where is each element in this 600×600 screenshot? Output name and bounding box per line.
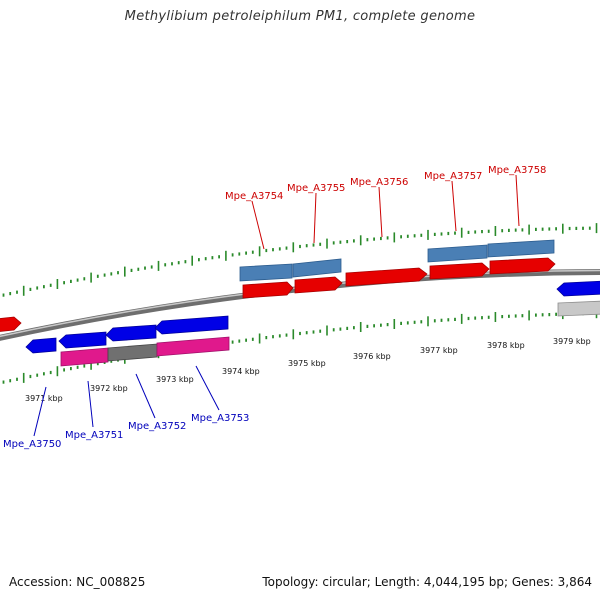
kbp-label: 3973 kbp [156,375,194,384]
forward-gene-track [0,257,556,332]
gene-arrow[interactable] [242,281,294,299]
leader-line [515,174,520,227]
forward-gene-labels: Mpe_A3754 Mpe_A3755 Mpe_A3756 Mpe_A3757 … [225,165,546,250]
gene-arrow[interactable] [345,267,428,287]
kbp-label: 3976 kbp [353,352,391,361]
gene-arrow[interactable] [294,276,343,294]
reverse-gene-track [25,280,600,354]
reverse-gene-labels: Mpe_A3750 Mpe_A3751 Mpe_A3752 Mpe_A3753 [3,365,249,450]
reverse-feature-track [60,300,600,367]
feature-block[interactable] [487,239,555,258]
gene-arrow[interactable] [58,331,107,349]
gene-label-mpe-a3751[interactable]: Mpe_A3751 [65,430,123,441]
upper-tick-track [2,223,598,297]
kbp-label: 3974 kbp [222,367,260,376]
gene-label-mpe-a3750[interactable]: Mpe_A3750 [3,439,61,450]
kbp-label: 3975 kbp [288,359,326,368]
genome-title: Methylibium petroleiphilum PM1, complete… [124,9,476,24]
leader-line [451,180,457,232]
gene-label-mpe-a3753[interactable]: Mpe_A3753 [191,413,249,424]
forward-feature-track [239,239,555,282]
kbp-label: 3972 kbp [90,384,128,393]
feature-block[interactable] [60,347,109,367]
feature-block[interactable] [239,263,293,282]
gene-arrow[interactable] [154,315,229,335]
gene-label-mpe-a3756[interactable]: Mpe_A3756 [350,177,408,188]
kbp-label: 3978 kbp [487,341,525,350]
leader-line [135,373,156,419]
gene-arrow[interactable] [105,324,157,342]
gene-arrow[interactable] [556,280,600,297]
gene-label-mpe-a3758[interactable]: Mpe_A3758 [488,165,546,176]
gene-arrow[interactable] [25,337,57,354]
kbp-label: 3971 kbp [25,394,63,403]
kbp-label: 3979 kbp [553,337,591,346]
kbp-scale: 3971 kbp 3972 kbp 3973 kbp 3974 kbp 3975… [25,337,591,403]
gene-label-mpe-a3755[interactable]: Mpe_A3755 [287,183,345,194]
feature-block[interactable] [557,300,600,317]
feature-block[interactable] [427,244,488,263]
genome-summary-text: Topology: circular; Length: 4,044,195 bp… [262,575,592,589]
feature-block[interactable] [107,343,158,362]
leader-line [33,386,47,437]
leader-line [195,365,220,411]
leader-line [87,380,94,428]
gene-label-mpe-a3757[interactable]: Mpe_A3757 [424,171,482,182]
gene-arrow[interactable] [429,262,490,280]
gene-arrow[interactable] [0,316,22,332]
gene-label-mpe-a3752[interactable]: Mpe_A3752 [128,421,186,432]
gene-arrow[interactable] [489,257,556,275]
accession-text: Accession: NC_008825 [9,575,146,589]
feature-block[interactable] [292,258,342,278]
kbp-label: 3977 kbp [420,346,458,355]
leader-line [251,200,265,250]
leader-line [313,192,317,244]
gene-label-mpe-a3754[interactable]: Mpe_A3754 [225,191,283,202]
leader-line [378,186,383,238]
feature-block[interactable] [156,336,230,357]
